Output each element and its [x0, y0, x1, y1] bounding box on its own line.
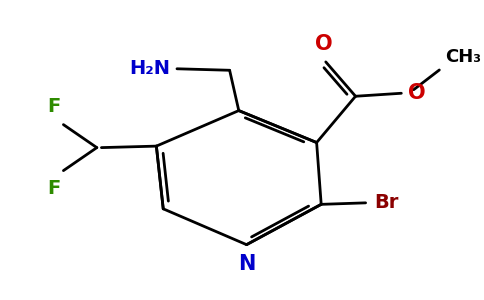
Text: H₂N: H₂N — [129, 59, 170, 78]
Text: O: O — [408, 83, 426, 103]
Text: F: F — [47, 179, 61, 198]
Text: Br: Br — [374, 194, 398, 212]
Text: F: F — [47, 97, 61, 116]
Text: O: O — [315, 34, 333, 54]
Text: CH₃: CH₃ — [445, 48, 481, 66]
Text: N: N — [238, 254, 255, 274]
